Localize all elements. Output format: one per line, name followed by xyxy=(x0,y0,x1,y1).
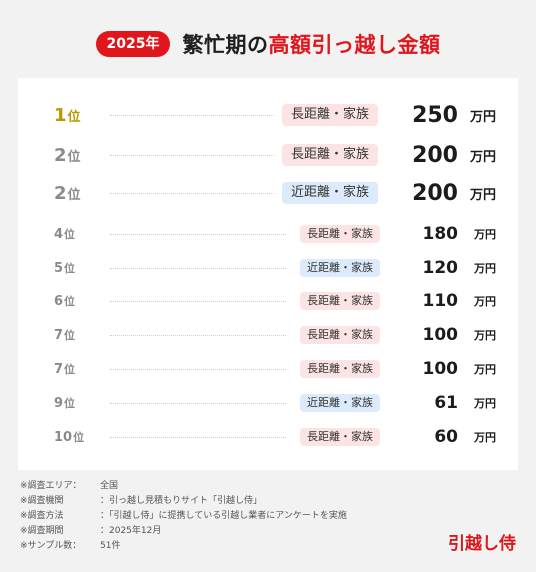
price-unit: 万円 xyxy=(474,295,496,308)
category-tag: 近距離・家族 xyxy=(300,259,380,277)
ranking-row-7: 7位 長距離・家族 100 万円 xyxy=(18,324,518,346)
ranking-row-1: 1位 長距離・家族 250 万円 xyxy=(18,102,518,128)
header: 2025年 繁忙期の高額引っ越し金額 xyxy=(0,26,536,62)
category-tag: 近距離・家族 xyxy=(300,394,380,412)
page-title: 繁忙期の高額引っ越し金額 xyxy=(182,29,440,59)
dotted-leader xyxy=(110,436,286,438)
price-value: 61 xyxy=(434,393,458,413)
dotted-leader xyxy=(110,334,286,336)
price-value: 200 xyxy=(412,180,458,206)
price-unit: 万円 xyxy=(474,329,496,342)
note-line: ※調査機関 ：引っ越し見積もりサイト「引越し侍」 xyxy=(20,496,263,506)
rank-label: 5位 xyxy=(54,261,76,276)
dotted-leader xyxy=(110,267,286,269)
rank-label: 2位 xyxy=(54,144,81,166)
title-highlight: 高額引っ越し金額 xyxy=(268,33,441,57)
ranking-row-5: 5位 近距離・家族 120 万円 xyxy=(18,257,518,279)
price-unit: 万円 xyxy=(469,187,496,203)
year-badge: 2025年 xyxy=(95,31,171,57)
title-prefix: 繁忙期の xyxy=(182,33,269,57)
rank-label: 7位 xyxy=(54,328,76,343)
ranking-row-3: 2位 近距離・家族 200 万円 xyxy=(18,180,518,206)
note-line: ※サンプル数： 51件 xyxy=(20,541,121,551)
category-tag: 長距離・家族 xyxy=(300,225,380,243)
dotted-leader xyxy=(110,402,286,404)
price-value: 110 xyxy=(422,291,459,311)
dotted-leader xyxy=(110,154,274,156)
category-tag: 長距離・家族 xyxy=(300,360,380,378)
brand-logo: 引越し侍 xyxy=(448,534,516,554)
category-tag: 近距離・家族 xyxy=(282,182,378,204)
ranking-row-8: 7位 長距離・家族 100 万円 xyxy=(18,358,518,380)
category-tag: 長距離・家族 xyxy=(282,144,378,166)
note-line: ※調査方法 ：「引越し侍」に提携している引越し業者にアンケートを実施 xyxy=(20,511,347,521)
ranking-row-9: 9位 近距離・家族 61 万円 xyxy=(18,392,518,414)
rank-label: 7位 xyxy=(54,362,76,377)
ranking-row-6: 6位 長距離・家族 110 万円 xyxy=(18,290,518,312)
rank-label: 6位 xyxy=(54,294,76,309)
price-unit: 万円 xyxy=(469,109,496,125)
rank-label: 10位 xyxy=(54,430,85,445)
category-tag: 長距離・家族 xyxy=(300,326,380,344)
price-unit: 万円 xyxy=(469,149,496,165)
category-tag: 長距離・家族 xyxy=(300,292,380,310)
dotted-leader xyxy=(110,114,274,116)
price-value: 100 xyxy=(422,359,459,379)
dotted-leader xyxy=(110,300,286,302)
ranking-row-10: 10位 長距離・家族 60 万円 xyxy=(18,426,518,448)
price-value: 200 xyxy=(412,142,458,168)
category-tag: 長距離・家族 xyxy=(300,428,380,446)
survey-notes: ※調査エリア： 全国 ※調査機関 ：引っ越し見積もりサイト「引越し侍」 ※調査方法… xyxy=(20,479,347,554)
ranking-row-4: 4位 長距離・家族 180 万円 xyxy=(18,223,518,245)
dotted-leader xyxy=(110,368,286,370)
price-unit: 万円 xyxy=(474,363,496,376)
rank-label: 1位 xyxy=(54,104,81,126)
price-value: 60 xyxy=(434,427,458,447)
rank-label: 9位 xyxy=(54,396,76,411)
note-line: ※調査エリア： 全国 xyxy=(20,481,119,491)
price-unit: 万円 xyxy=(474,397,496,410)
ranking-row-2: 2位 長距離・家族 200 万円 xyxy=(18,142,518,168)
price-unit: 万円 xyxy=(474,262,496,275)
price-value: 100 xyxy=(422,325,459,345)
rank-label: 4位 xyxy=(54,227,76,242)
rank-label: 2位 xyxy=(54,182,81,204)
dotted-leader xyxy=(110,192,274,194)
category-tag: 長距離・家族 xyxy=(282,104,378,126)
price-unit: 万円 xyxy=(474,228,496,241)
price-value: 250 xyxy=(412,102,458,128)
price-value: 180 xyxy=(422,224,459,244)
ranking-card: 1位 長距離・家族 250 万円 2位 長距離・家族 200 万円 2位 近距離… xyxy=(18,78,518,470)
price-value: 120 xyxy=(422,258,459,278)
note-line: ※調査期間 ：2025年12月 xyxy=(20,526,162,536)
dotted-leader xyxy=(110,233,286,235)
price-unit: 万円 xyxy=(474,431,496,444)
